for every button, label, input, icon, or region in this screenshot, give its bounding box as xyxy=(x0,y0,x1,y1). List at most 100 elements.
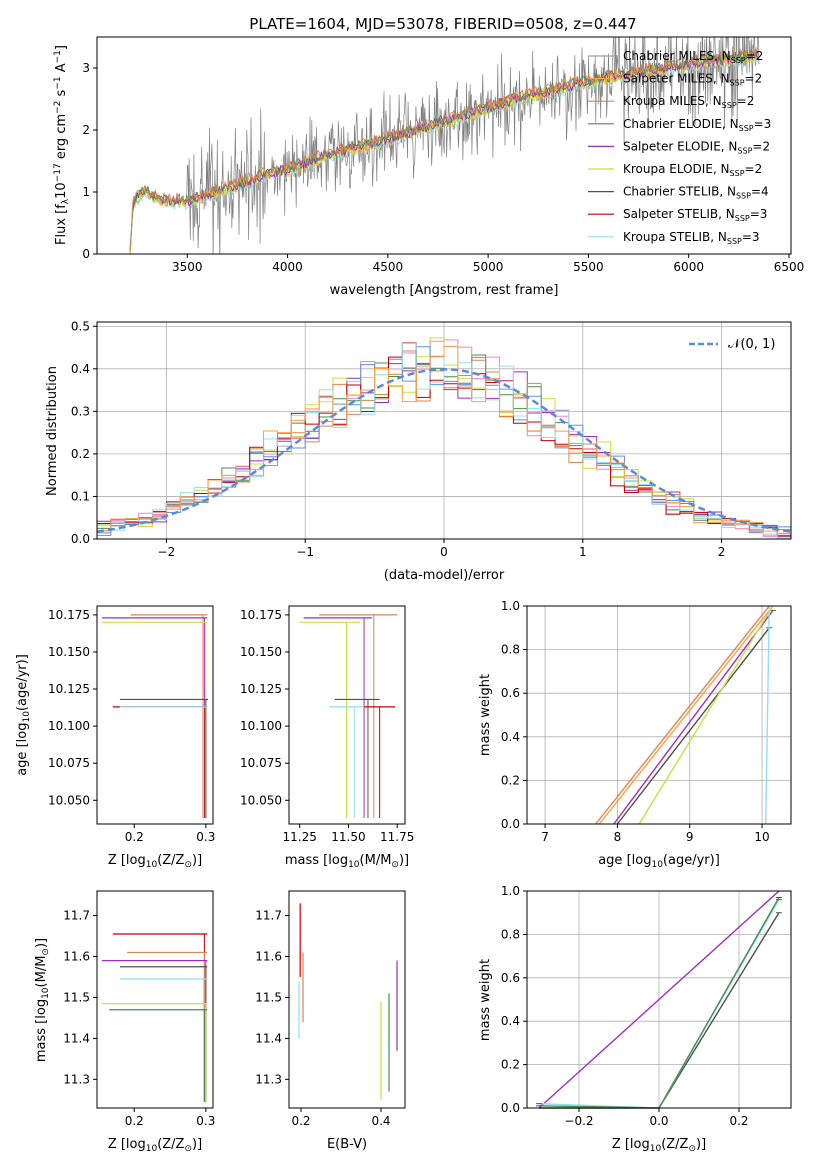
y-tick-label: 0.4 xyxy=(501,1014,520,1028)
mw-age-ylabel: mass weight xyxy=(478,674,493,756)
y-tick-label: 2 xyxy=(82,123,90,137)
mass-z-xticks: 0.2 0.3 xyxy=(125,1108,215,1128)
age-z-xlabel: Z [log10(Z/Z⊙)] xyxy=(108,853,202,870)
y-tick-label: 11.4 xyxy=(255,1031,282,1045)
mw-age-plot-area xyxy=(527,605,791,825)
legend-entry: Kroupa MILES, NSSP=2 xyxy=(623,94,754,110)
x-tick-label: 6500 xyxy=(774,260,805,274)
mass-ebv-xticks: 0.2 0.4 xyxy=(291,1108,391,1128)
y-tick-label: 11.7 xyxy=(255,909,282,923)
x-tick-label: 7 xyxy=(541,830,549,844)
mass-ebv-axes-frame xyxy=(288,890,406,1109)
observed-spectrum xyxy=(129,37,760,254)
mw-z-xticks: −0.2 0.0 0.2 xyxy=(564,1108,749,1128)
spectrum-plot-area xyxy=(129,37,760,254)
age-mass-xticks: 11.25 11.50 11.75 xyxy=(283,824,414,844)
age-z-xticks: 0.2 0.3 xyxy=(125,824,215,844)
mw-z-yticks: 0.0 0.2 0.4 0.6 0.8 1.0 xyxy=(501,884,527,1115)
legend-entry: Kroupa STELIB, NSSP=3 xyxy=(623,230,760,246)
y-tick-label: 0.5 xyxy=(71,319,90,333)
mass-z-plot-area xyxy=(102,933,208,1102)
y-tick-label: 10.100 xyxy=(240,719,282,733)
age-mass-yticks: 10.050 10.075 10.100 10.125 10.150 10.175 xyxy=(240,608,289,807)
residual-histogram xyxy=(96,346,791,539)
x-tick-label: 0.3 xyxy=(196,1114,215,1128)
y-tick-label: 11.6 xyxy=(63,950,90,964)
y-tick-label: 0.0 xyxy=(501,817,520,831)
mw-age-axes-frame xyxy=(526,605,792,825)
x-tick-label: 10 xyxy=(754,830,769,844)
age-z-ylabel: age [log10(age/yr)] xyxy=(15,654,32,776)
x-tick-label: 11.50 xyxy=(331,830,365,844)
residuals-xticks: −2 −1 0 1 2 xyxy=(158,539,726,559)
cumulative-weight-line xyxy=(616,627,770,825)
x-tick-label: 0.2 xyxy=(729,1114,748,1128)
x-tick-label: 4000 xyxy=(272,260,303,274)
legend-entry: Chabrier STELIB, NSSP=4 xyxy=(623,185,769,201)
mw-z-plot-area xyxy=(527,890,791,1109)
mass-z-yticks: 11.3 11.4 11.5 11.6 11.7 xyxy=(63,909,97,1086)
spectrum-axes-frame xyxy=(96,36,792,255)
mass-ebv-panel: 0.2 0.4 11.3 11.4 11.5 11.6 11.7 E(B-V) xyxy=(255,890,406,1152)
age-mass-axes-frame xyxy=(288,605,406,825)
legend-entry: Chabrier ELODIE, NSSP=3 xyxy=(623,117,771,133)
mw-z-ylabel: mass weight xyxy=(478,959,493,1041)
spectrum-yticks: 0 1 2 3 xyxy=(82,61,97,261)
x-tick-label: 4500 xyxy=(373,260,404,274)
x-tick-label: 2 xyxy=(718,545,726,559)
mw-z-panel: −0.2 0.0 0.2 0.0 0.2 0.4 0.6 0.8 1.0 Z [log10(Z… xyxy=(478,884,792,1154)
y-tick-label: 10.075 xyxy=(48,756,90,770)
x-tick-label: 0.4 xyxy=(371,1114,390,1128)
y-tick-label: 0.2 xyxy=(501,1058,520,1072)
y-tick-label: 0.2 xyxy=(501,773,520,787)
y-tick-label: 10.175 xyxy=(48,608,90,622)
cumulative-weight-line xyxy=(613,609,774,825)
age-z-yticks: 10.050 10.075 10.100 10.125 10.150 10.175 xyxy=(48,608,97,807)
y-tick-label: 1.0 xyxy=(501,884,520,898)
mw-age-panel: 7 8 9 10 0.0 0.2 0.4 0.6 0.8 1.0 age [log10(age/… xyxy=(478,599,792,870)
residuals-ylabel: Normed distribution xyxy=(45,366,60,496)
model-spectrum xyxy=(129,47,759,253)
x-tick-label: 0.2 xyxy=(125,830,144,844)
y-tick-label: 0 xyxy=(82,247,90,261)
residuals-panel: −2 −1 0 1 2 0.0 0.1 0.2 0.3 0.4 0.5 (data-model)/… xyxy=(45,319,792,583)
spectrum-ylabel: Flux [fλ10−17 erg cm−2 s−1 A−1] xyxy=(53,45,71,245)
y-tick-label: 0.6 xyxy=(501,971,520,985)
residuals-yticks: 0.0 0.1 0.2 0.3 0.4 0.5 xyxy=(71,319,97,546)
y-tick-label: 0.0 xyxy=(501,1101,520,1115)
x-tick-label: −1 xyxy=(296,545,314,559)
x-tick-label: 11.75 xyxy=(380,830,414,844)
model-spectrum xyxy=(129,50,759,251)
y-tick-label: 0.8 xyxy=(501,927,520,941)
y-tick-label: 11.4 xyxy=(63,1031,90,1045)
legend-entry: Salpeter ELODIE, NSSP=2 xyxy=(623,139,770,155)
y-tick-label: 1.0 xyxy=(501,599,520,613)
cumulative-weight-line xyxy=(638,605,774,825)
mass-z-ylabel: mass [log10(M/M⊙)] xyxy=(34,938,51,1062)
age-z-panel: 0.2 0.3 10.05010.07510.10010.12510.15010.… xyxy=(15,605,215,870)
cumulative-weight-line xyxy=(538,890,780,1109)
cumulative-weight-line xyxy=(765,605,770,825)
y-tick-label: 0.3 xyxy=(71,404,90,418)
legend-entry: Kroupa ELODIE, NSSP=2 xyxy=(623,162,762,178)
x-tick-label: 0.3 xyxy=(196,830,215,844)
mass-ebv-plot-area xyxy=(298,903,398,1100)
mw-age-yticks: 0.0 0.2 0.4 0.6 0.8 1.0 xyxy=(501,599,527,831)
y-tick-label: 10.150 xyxy=(240,645,282,659)
spectrum-legend: Chabrier MILES, NSSP=2 Salpeter MILES, NS… xyxy=(588,49,771,246)
mass-z-xlabel: Z [log10(Z/Z⊙)] xyxy=(108,1137,202,1154)
cumulative-weight-line xyxy=(598,605,774,825)
age-z-axes-frame xyxy=(96,605,214,825)
age-z-plot-area xyxy=(102,614,208,818)
cumulative-weight-line xyxy=(595,605,770,825)
residuals-xlabel: (data-model)/error xyxy=(384,568,505,583)
age-mass-plot-area xyxy=(299,614,398,818)
spectrum-lines xyxy=(129,37,760,254)
x-tick-label: 6000 xyxy=(673,260,704,274)
y-tick-label: 0.0 xyxy=(71,532,90,546)
gauss-legend-label: 𝒩(0, 1) xyxy=(728,337,775,352)
y-tick-label: 11.5 xyxy=(255,990,282,1004)
y-tick-label: 10.125 xyxy=(48,682,90,696)
x-tick-label: 0.2 xyxy=(125,1114,144,1128)
